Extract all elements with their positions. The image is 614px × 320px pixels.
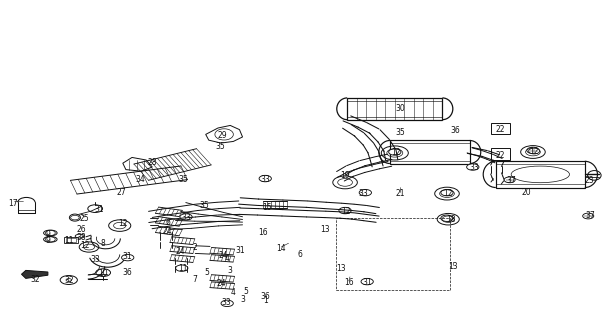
Text: 22: 22 [495,125,505,134]
Text: 26: 26 [77,225,87,234]
Circle shape [122,254,134,261]
Circle shape [583,213,594,219]
Circle shape [180,214,192,220]
Text: 33: 33 [181,213,191,222]
Circle shape [504,177,515,183]
Text: 33: 33 [359,189,368,198]
Text: 6: 6 [166,218,171,227]
Text: 36: 36 [451,126,460,135]
Text: 22: 22 [495,151,505,160]
Text: 37: 37 [586,212,596,220]
Circle shape [389,149,401,155]
Text: 12: 12 [80,241,90,250]
Text: 12: 12 [443,189,453,198]
Text: 11: 11 [64,236,74,245]
Text: 35: 35 [200,201,209,210]
Circle shape [176,265,188,271]
Text: 33: 33 [260,175,270,184]
Circle shape [527,147,539,154]
Text: 36: 36 [260,292,270,301]
Text: 35: 35 [395,128,405,137]
Text: 31: 31 [236,246,246,255]
Text: 27: 27 [117,188,126,197]
Bar [390,140,470,164]
Text: 33: 33 [469,164,479,172]
Text: 8: 8 [101,239,106,248]
Bar [491,148,510,160]
Circle shape [441,215,453,221]
Text: 12: 12 [529,147,539,156]
Circle shape [359,189,371,196]
Text: 12: 12 [391,148,401,157]
Text: 35: 35 [215,142,225,151]
Text: 31: 31 [95,205,104,214]
Text: 28: 28 [147,158,157,167]
Text: 5: 5 [243,287,248,296]
Circle shape [88,205,103,212]
Text: 9: 9 [45,236,50,245]
Bar [348,98,442,120]
Text: 3: 3 [228,266,233,275]
Text: 31: 31 [362,278,372,287]
Text: 24: 24 [218,252,228,260]
Circle shape [361,278,373,285]
Bar [491,123,510,134]
Text: 13: 13 [336,264,346,273]
Text: 34: 34 [135,175,145,184]
Text: 38: 38 [76,233,86,242]
Bar [66,238,76,242]
Text: 13: 13 [321,225,330,234]
Circle shape [259,175,271,182]
Text: 25: 25 [80,214,90,223]
Text: 15: 15 [262,203,272,212]
Text: 37: 37 [507,176,516,185]
Text: 24: 24 [216,279,226,288]
Text: 12: 12 [341,207,351,216]
Text: 35: 35 [178,175,188,184]
Text: 16: 16 [258,228,268,237]
Bar [64,237,78,243]
Circle shape [467,164,479,170]
Text: 20: 20 [522,188,532,197]
Text: 32: 32 [64,276,74,285]
Text: 29: 29 [217,131,227,140]
Circle shape [441,189,453,196]
Bar [336,218,450,290]
Text: 6: 6 [297,250,302,259]
Text: 33: 33 [221,298,231,307]
Text: 13: 13 [448,262,458,271]
Text: 2: 2 [193,243,198,252]
Text: 12: 12 [118,219,128,228]
Text: 1: 1 [263,296,268,305]
Text: 10: 10 [98,269,108,278]
Text: 32: 32 [31,275,41,284]
Text: 24: 24 [175,247,185,256]
Text: 33: 33 [90,255,100,264]
Text: 3: 3 [240,295,245,304]
Text: 5: 5 [204,268,209,277]
Text: 36: 36 [123,268,133,277]
Text: 31: 31 [123,252,133,261]
Text: 4: 4 [225,254,230,263]
Circle shape [221,300,233,307]
Text: 11: 11 [178,264,188,273]
Text: 14: 14 [276,244,286,253]
Text: 23: 23 [585,176,594,185]
Text: 7: 7 [193,276,198,284]
Text: 18: 18 [446,215,456,224]
Text: 17: 17 [9,199,18,208]
Text: 21: 21 [395,189,405,198]
Text: 4: 4 [231,288,236,297]
Bar [496,161,585,188]
Text: 19: 19 [340,171,350,180]
Circle shape [529,148,540,154]
Text: 24: 24 [162,227,172,236]
Circle shape [339,207,351,214]
Text: 9: 9 [45,230,50,239]
Text: 30: 30 [395,104,405,113]
Text: 16: 16 [344,278,354,287]
Polygon shape [21,270,48,278]
